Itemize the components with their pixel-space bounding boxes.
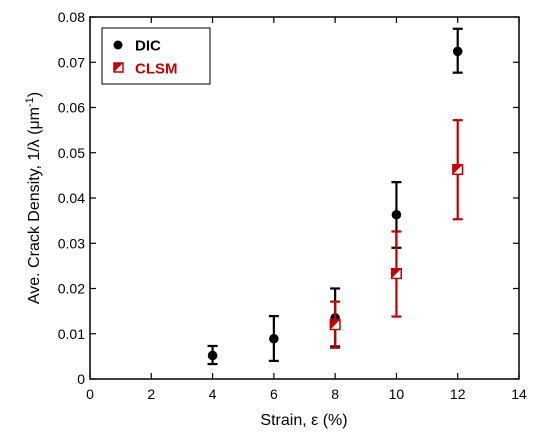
series-clsm xyxy=(329,119,464,349)
legend-label-clsm: CLSM xyxy=(135,61,178,78)
legend-label-dic: DIC xyxy=(135,38,161,55)
x-tick-label: 14 xyxy=(511,386,527,402)
data-point-clsm xyxy=(329,319,341,331)
x-tick-label: 8 xyxy=(331,386,339,402)
y-tick-label: 0.04 xyxy=(58,190,85,206)
y-axis-label: Ave. Crack Density, 1/λ (μm-1) xyxy=(24,92,43,304)
data-point-dic xyxy=(269,333,279,344)
axis-tick-labels: 0 2 4 6 8 10 12 14 0 0.01 0.02 0.03 0.04 0.05 0.06 0.07… xyxy=(58,9,527,402)
y-tick-label: 0.01 xyxy=(58,326,85,342)
x-tick-label: 4 xyxy=(209,386,217,402)
x-tick-label: 2 xyxy=(147,386,155,402)
data-point-dic xyxy=(207,350,218,361)
x-tick-label: 6 xyxy=(270,386,278,402)
y-tick-label: 0.05 xyxy=(58,145,85,161)
legend: DIC CLSM xyxy=(101,27,211,85)
x-tick-label: 0 xyxy=(86,386,94,402)
y-tick-label: 0.07 xyxy=(58,54,85,70)
legend-marker-dic xyxy=(113,40,123,50)
legend-marker-clsm xyxy=(113,62,124,73)
data-point-clsm xyxy=(452,163,464,176)
legend-box xyxy=(101,27,211,85)
y-tick-label: 0.02 xyxy=(58,281,85,297)
x-tick-label: 12 xyxy=(450,386,466,402)
y-tick-label: 0.03 xyxy=(58,235,85,251)
data-layer xyxy=(207,27,464,366)
x-axis-label: Strain, ε (%) xyxy=(260,412,347,429)
y-tick-label: 0.08 xyxy=(58,9,85,25)
x-tick-label: 10 xyxy=(389,386,405,402)
data-point-clsm xyxy=(390,268,402,280)
data-point-dic xyxy=(391,209,402,220)
data-point-dic xyxy=(452,46,463,57)
y-tick-label: 0.06 xyxy=(58,100,85,116)
plot-frame xyxy=(89,16,520,380)
y-tick-label: 0 xyxy=(77,371,85,387)
